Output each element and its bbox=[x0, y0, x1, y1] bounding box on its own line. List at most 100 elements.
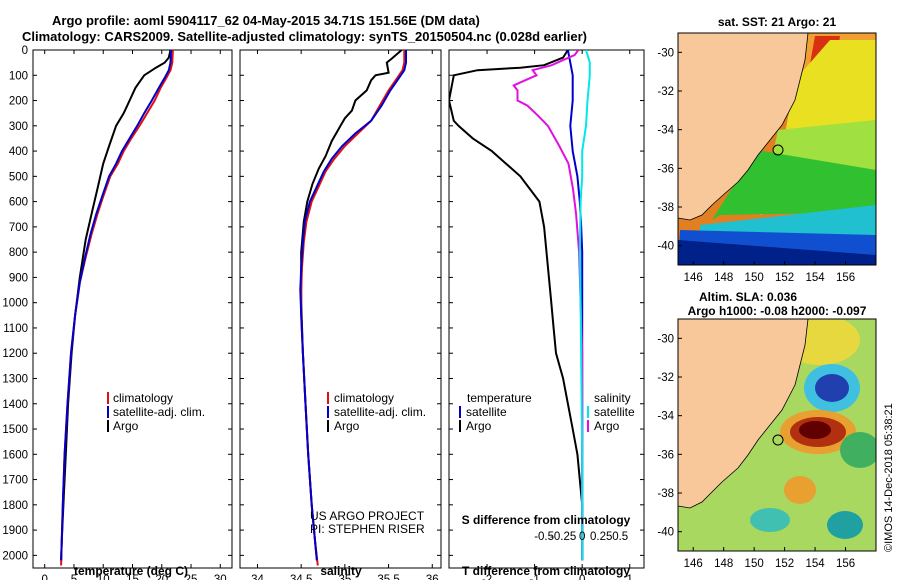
salinity-legend-climatology: climatology bbox=[334, 391, 394, 405]
map-x-tick-label: 156 bbox=[836, 558, 855, 570]
depth-tick-label: 2000 bbox=[2, 550, 28, 562]
project-credit: US ARGO PROJECT bbox=[310, 509, 425, 523]
difference-panel-frame bbox=[448, 49, 645, 569]
temperature-xlabel: temperature (deg C) bbox=[74, 564, 188, 578]
depth-tick-label: 1500 bbox=[2, 424, 28, 436]
difference-legend-temperature-argo: Argo bbox=[466, 419, 492, 433]
map-y-tick-label: -40 bbox=[657, 527, 674, 539]
temperature-legend: climatology satellite-adj. clim. Argo bbox=[107, 391, 205, 433]
sst-dark-blue-south bbox=[678, 240, 876, 265]
series-line-t-argo bbox=[449, 50, 584, 561]
map-x-tick-label: 146 bbox=[684, 272, 703, 284]
map-x-tick-label: 154 bbox=[805, 558, 825, 570]
map-x-tick-label: 150 bbox=[745, 558, 764, 570]
sla-argo-float-marker bbox=[772, 434, 784, 446]
difference-legend-salinity-argo: Argo bbox=[594, 419, 620, 433]
map-x-tick-label: 152 bbox=[775, 272, 794, 284]
sst-map bbox=[677, 32, 877, 266]
salinity-series bbox=[299, 50, 407, 566]
temperature-legend-satellite: satellite-adj. clim. bbox=[113, 405, 205, 419]
map-y-tick-label: -32 bbox=[657, 372, 674, 384]
sla-land bbox=[678, 319, 809, 509]
map-y-tick-label: -30 bbox=[657, 47, 674, 59]
depth-tick-label: 1100 bbox=[3, 323, 28, 335]
map-x-tick-label: 154 bbox=[805, 272, 825, 284]
map-y-tick-label: -34 bbox=[657, 125, 674, 137]
sst-argo-float-marker bbox=[772, 144, 784, 156]
depth-tick-label: 700 bbox=[9, 222, 28, 234]
difference-legend-temperature-satellite: satellite bbox=[466, 405, 507, 419]
map-x-tick-label: 146 bbox=[684, 558, 703, 570]
top-tick-label: -0.5 bbox=[534, 531, 554, 543]
depth-tick-label: 0 bbox=[22, 45, 28, 57]
map-x-tick-label: 148 bbox=[714, 558, 733, 570]
sla-orange-patch-south bbox=[784, 476, 816, 504]
x-tick-label: 0 bbox=[42, 574, 48, 580]
top-tick-label: -0.25 bbox=[550, 531, 576, 543]
difference-series bbox=[449, 50, 591, 561]
map-y-tick-label: -34 bbox=[657, 411, 674, 423]
sla-map-subtitle: Argo h1000: -0.08 h2000: -0.097 bbox=[688, 304, 867, 318]
map-x-tick-label: 148 bbox=[714, 272, 733, 284]
depth-tick-label: 100 bbox=[9, 70, 28, 82]
depth-tick-label: 1900 bbox=[2, 525, 28, 537]
map-y-tick-label: -40 bbox=[657, 241, 674, 253]
sla-green-eddy-east bbox=[840, 432, 876, 468]
pi-credit: PI: STEPHEN RISER bbox=[310, 522, 425, 536]
x-tick-label: 34 bbox=[251, 574, 264, 580]
sla-teal-patch-southeast bbox=[827, 511, 863, 539]
map-y-tick-label: -36 bbox=[657, 449, 674, 461]
difference-legend-temperature: temperature satellite Argo bbox=[459, 391, 532, 433]
difference-top-label: S difference from climatology bbox=[462, 513, 631, 527]
sst-land bbox=[678, 33, 809, 221]
map-y-tick-label: -36 bbox=[657, 163, 674, 175]
depth-tick-label: 300 bbox=[9, 121, 28, 133]
depth-tick-label: 500 bbox=[9, 171, 28, 183]
top-tick-label: 0 bbox=[579, 531, 585, 543]
salinity-legend-argo: Argo bbox=[334, 419, 360, 433]
x-tick-label: 35.5 bbox=[377, 574, 399, 580]
sla-dark-red-core bbox=[799, 421, 831, 439]
sla-map-axes: 146 148 150 152 154 156 -30 -32 -34 -36 -38 -40 bbox=[657, 333, 855, 570]
map-y-tick-label: -38 bbox=[657, 202, 674, 214]
series-line-satellite-adj-clim- bbox=[60, 50, 173, 561]
difference-top-axis: -0.5-0.25 0 0.25 0.5 bbox=[534, 531, 628, 543]
series-line-s-satellite bbox=[578, 50, 591, 561]
depth-tick-label: 1300 bbox=[2, 373, 28, 385]
sla-map-title: Altim. SLA: 0.036 bbox=[699, 290, 797, 304]
sst-map-title: sat. SST: 21 Argo: 21 bbox=[718, 15, 837, 29]
top-tick-label: 0.5 bbox=[612, 531, 628, 543]
temperature-series bbox=[60, 50, 174, 566]
salinity-legend: climatology satellite-adj. clim. Argo bbox=[327, 391, 426, 433]
difference-xlabel: T difference from climatology bbox=[462, 564, 630, 578]
salinity-xlabel: salinity bbox=[320, 564, 362, 578]
series-line-satellite-adj-clim- bbox=[299, 50, 407, 561]
series-line-t-satellite bbox=[566, 50, 584, 561]
salinity-legend-satellite: satellite-adj. clim. bbox=[334, 405, 426, 419]
difference-legend-salinity-title: salinity bbox=[594, 391, 631, 405]
salinity-panel-frame bbox=[239, 49, 442, 569]
map-x-tick-label: 152 bbox=[775, 558, 794, 570]
sst-map-frame bbox=[677, 32, 877, 266]
depth-tick-label: 800 bbox=[9, 247, 28, 259]
depth-tick-label: 1000 bbox=[2, 298, 28, 310]
figure-title-line2: Climatology: CARS2009. Satellite-adjuste… bbox=[22, 29, 587, 44]
map-y-tick-label: -30 bbox=[657, 333, 674, 345]
map-x-tick-label: 150 bbox=[745, 272, 764, 284]
x-tick-label: 30 bbox=[214, 574, 227, 580]
sst-map-axes: 146 148 150 152 154 156 -30 -32 -34 -36 -38 -40 bbox=[657, 47, 855, 284]
difference-legend-temperature-title: temperature bbox=[467, 391, 532, 405]
sst-green-band bbox=[712, 150, 876, 220]
depth-tick-label: 1600 bbox=[2, 449, 28, 461]
x-tick-label: 36 bbox=[426, 574, 439, 580]
temperature-legend-argo: Argo bbox=[113, 419, 139, 433]
map-x-tick-label: 156 bbox=[836, 272, 855, 284]
difference-legend-salinity-satellite: satellite bbox=[594, 405, 635, 419]
sla-map bbox=[677, 318, 877, 552]
top-tick-label: 0.25 bbox=[590, 531, 612, 543]
depth-tick-label: 200 bbox=[9, 96, 28, 108]
sla-blue-eddy bbox=[815, 374, 849, 402]
depth-tick-label: 1200 bbox=[2, 348, 28, 360]
depth-tick-label: 600 bbox=[9, 197, 28, 209]
